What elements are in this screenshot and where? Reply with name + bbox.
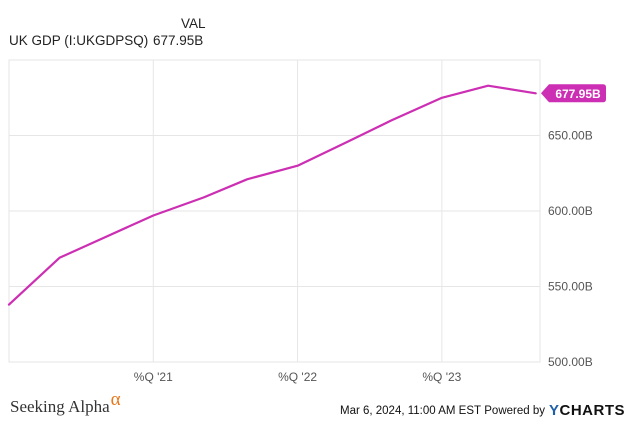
timestamp: Mar 6, 2024, 11:00 AM EST xyxy=(339,404,482,417)
x-tick-label: %Q '23 xyxy=(422,370,461,384)
seeking-alpha-logo: Seeking Alphaα xyxy=(10,389,121,418)
ycharts-logo-y: Y xyxy=(548,402,560,419)
ycharts-logo: YCHARTS xyxy=(549,402,625,419)
legend-column-header: VAL xyxy=(181,16,206,31)
end-value-label: 677.95B xyxy=(555,87,601,101)
y-tick-label: 500.00B xyxy=(548,355,593,369)
ycharts-logo-rest: CHARTS xyxy=(559,402,625,419)
x-tick-label: %Q '22 xyxy=(278,370,317,384)
end-value-tag xyxy=(541,84,606,103)
legend-series-label: UK GDP (I:UKGDPSQ) xyxy=(9,33,149,48)
y-tick-label: 550.00B xyxy=(548,280,593,294)
x-tick-label: %Q '21 xyxy=(134,370,173,384)
y-tick-label: 600.00B xyxy=(548,204,593,218)
legend-series-value: 677.95B xyxy=(153,33,204,48)
series-line xyxy=(7,84,537,306)
y-tick-label: 650.00B xyxy=(548,129,593,143)
alpha-symbol: α xyxy=(110,389,121,410)
powered-by: Powered by xyxy=(484,404,545,417)
chart-footer: Mar 6, 2024, 11:00 AM EST Powered by YCH… xyxy=(340,402,625,419)
brand-text: Seeking Alpha xyxy=(10,397,110,416)
